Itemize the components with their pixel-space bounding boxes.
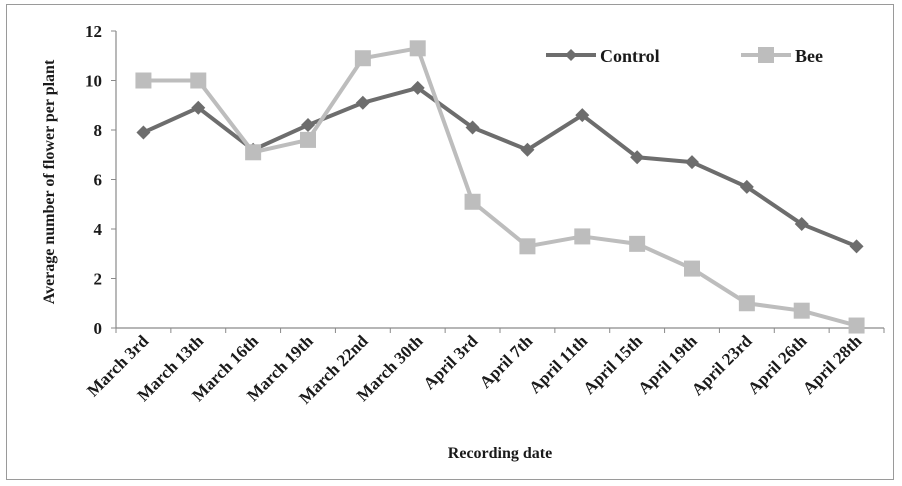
series-line	[143, 46, 858, 328]
data-point	[465, 120, 480, 135]
data-point	[848, 317, 865, 334]
data-point	[410, 80, 425, 95]
data-point	[191, 100, 206, 115]
data-point	[136, 125, 151, 140]
data-point	[409, 40, 426, 57]
x-tick-label: April 28th	[799, 331, 866, 398]
data-point	[520, 142, 535, 157]
data-point	[629, 235, 646, 252]
x-axis-title: Recording date	[448, 445, 552, 462]
y-tick-label: 8	[94, 121, 103, 140]
data-point	[685, 155, 699, 170]
x-tick-label: April 23rd	[688, 331, 756, 399]
data-point	[738, 295, 755, 312]
data-point	[519, 238, 536, 255]
y-tick-label: 2	[94, 270, 103, 289]
series-layer	[135, 40, 865, 334]
data-point	[355, 95, 370, 110]
data-point	[135, 72, 152, 89]
y-tick-label: 10	[85, 72, 102, 91]
data-point	[794, 217, 809, 232]
data-point	[575, 108, 590, 123]
legend-label-bee: Bee	[795, 46, 823, 66]
legend-label-control: Control	[600, 46, 660, 66]
data-point	[300, 131, 316, 148]
legend: Control Bee	[546, 46, 823, 66]
data-point	[190, 72, 207, 89]
data-point	[245, 144, 262, 161]
chart-frame	[6, 4, 894, 480]
data-point	[684, 260, 700, 277]
data-point	[793, 302, 810, 319]
series-line	[142, 85, 858, 249]
data-point	[464, 193, 481, 210]
y-tick-labels: 0 2 4 6 8 10 12	[85, 22, 103, 338]
y-tick-label: 12	[85, 22, 102, 41]
data-point	[739, 179, 754, 194]
data-point	[301, 118, 315, 133]
axes	[111, 30, 885, 333]
legend-item-bee: Bee	[741, 46, 823, 66]
series-bee	[135, 40, 865, 334]
y-axis-title: Average number of flower per plant	[41, 59, 58, 304]
y-tick-label: 6	[94, 171, 103, 190]
data-point	[630, 150, 645, 165]
y-tick-label: 4	[94, 220, 103, 239]
x-tick-label: April 3rd	[420, 331, 482, 393]
legend-marker-bee	[758, 47, 774, 63]
legend-marker-control	[565, 49, 577, 61]
data-point	[574, 228, 591, 245]
data-point	[849, 239, 864, 254]
y-tick-label: 0	[94, 319, 103, 338]
data-point	[354, 50, 371, 67]
legend-item-control: Control	[546, 46, 660, 66]
series-control	[136, 80, 864, 254]
